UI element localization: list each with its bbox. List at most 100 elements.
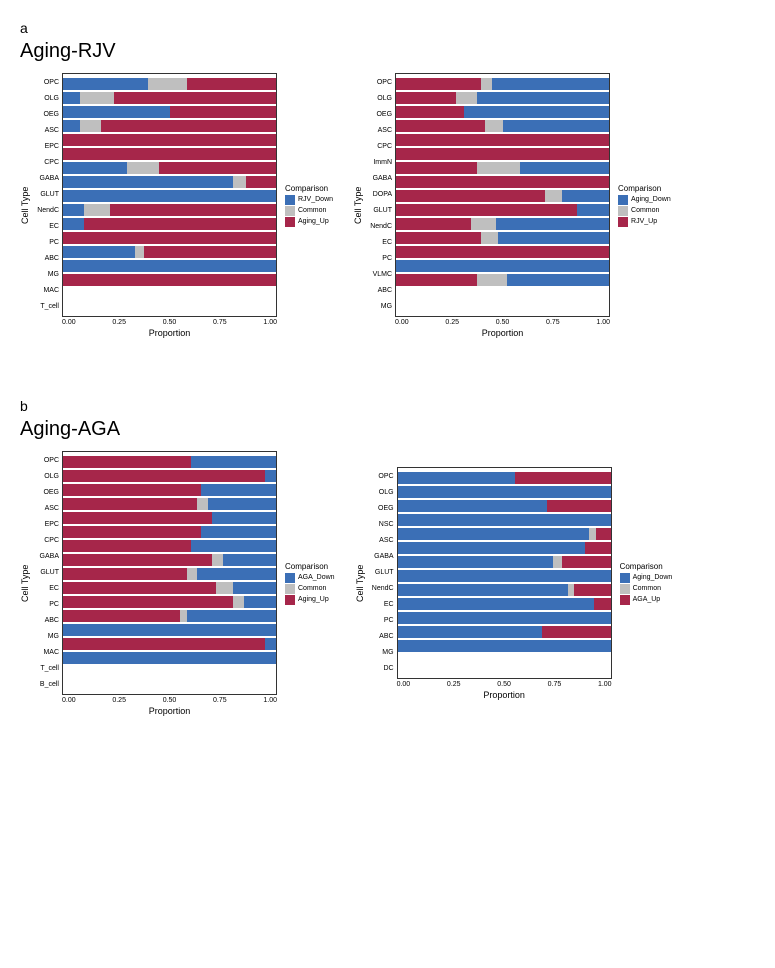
category-label: NendC [365,219,395,235]
category-label: GABA [365,171,395,187]
x-axis-label: Proportion [62,706,277,716]
bar [398,640,611,652]
bar [63,260,276,272]
bar-segment [398,500,547,512]
bar-segment [481,232,498,244]
category-label: GLUT [32,565,62,581]
bar-segment [212,512,276,524]
bar-segment [80,120,101,132]
category-label: ImmN [365,155,395,171]
bar [63,246,276,258]
category-label: CPC [32,155,62,171]
bar-segment [223,554,276,566]
legend-label: Aging_Up [298,596,329,603]
bar [396,260,609,272]
category-label: VLMC [365,267,395,283]
legend-label: Aging_Up [298,218,329,225]
category-label: GABA [367,549,397,565]
bar [398,598,611,610]
category-label: NendC [367,581,397,597]
legend-swatch [618,206,628,216]
legend: ComparisonRJV_DownCommonAging_Up [285,184,333,228]
chart-row: Cell TypeOPCOLGOEGASCEPCCPCGABAGLUTNendC… [20,73,755,338]
x-tick: 0.50 [497,681,511,688]
bar-segment [398,598,594,610]
bar-segment [498,232,609,244]
x-tick: 1.00 [598,681,612,688]
bar [63,148,276,160]
bar [63,526,276,538]
bar-segment [187,568,198,580]
bar-segment [63,274,276,286]
bar-segment [233,176,246,188]
x-axis-label: Proportion [395,328,610,338]
bar-segment [63,526,201,538]
bar-segment [481,78,492,90]
category-label: OEG [32,485,62,501]
legend: ComparisonAging_DownCommonRJV_Up [618,184,671,228]
bar-segment [396,260,609,272]
bar-segment [398,486,611,498]
bar-segment [477,274,507,286]
legend-label: AGA_Down [298,574,335,581]
bar-segment [396,162,477,174]
x-axis: 0.000.250.500.751.00 [62,319,277,326]
category-label: PC [365,251,395,267]
bar-segment [63,638,265,650]
bar-segment [63,624,276,636]
bar-segment [135,246,144,258]
bar-segment [63,176,233,188]
bar-segment [63,92,80,104]
category-label: OLG [32,469,62,485]
bar [396,204,609,216]
x-tick: 0.50 [163,319,177,326]
x-tick: 0.75 [213,319,227,326]
bar-segment [191,456,276,468]
bar-segment [396,78,481,90]
bar [63,638,276,650]
category-label: PC [32,597,62,613]
bar-segment [396,190,545,202]
bar-segment [471,218,497,230]
bar [398,486,611,498]
bar-segment [398,472,515,484]
bar-segment [63,498,197,510]
bar-segment [148,78,186,90]
bar-segment [110,204,276,216]
bar [63,610,276,622]
bar [63,78,276,90]
x-tick: 1.00 [263,697,277,704]
bar-segment [197,498,208,510]
legend-item: AGA_Down [285,573,335,583]
bar-segment [244,596,276,608]
x-tick: 1.00 [263,319,277,326]
bar-segment [201,484,276,496]
legend-swatch [620,584,630,594]
category-label: ASC [367,533,397,549]
bar-segment [246,176,276,188]
bar-segment [170,106,277,118]
legend-item: Common [285,206,333,216]
category-label: GLUT [367,565,397,581]
category-label: T_cell [32,661,62,677]
category-label: GLUT [365,203,395,219]
bar-segment [63,456,191,468]
bar-segment [63,260,276,272]
category-label: EPC [32,517,62,533]
bar [63,554,276,566]
legend-title: Comparison [618,184,671,193]
bar-segment [396,106,464,118]
legend-swatch [618,195,628,205]
bar [398,472,611,484]
bar-segment [492,78,609,90]
bar [398,514,611,526]
category-label: MAC [32,645,62,661]
panel-letter: b [20,398,755,414]
bar [63,204,276,216]
category-label: ABC [32,613,62,629]
legend-title: Comparison [285,184,333,193]
legend-swatch [285,206,295,216]
legend-label: Aging_Down [631,196,671,203]
category-label: MG [365,299,395,315]
bar-segment [477,92,609,104]
